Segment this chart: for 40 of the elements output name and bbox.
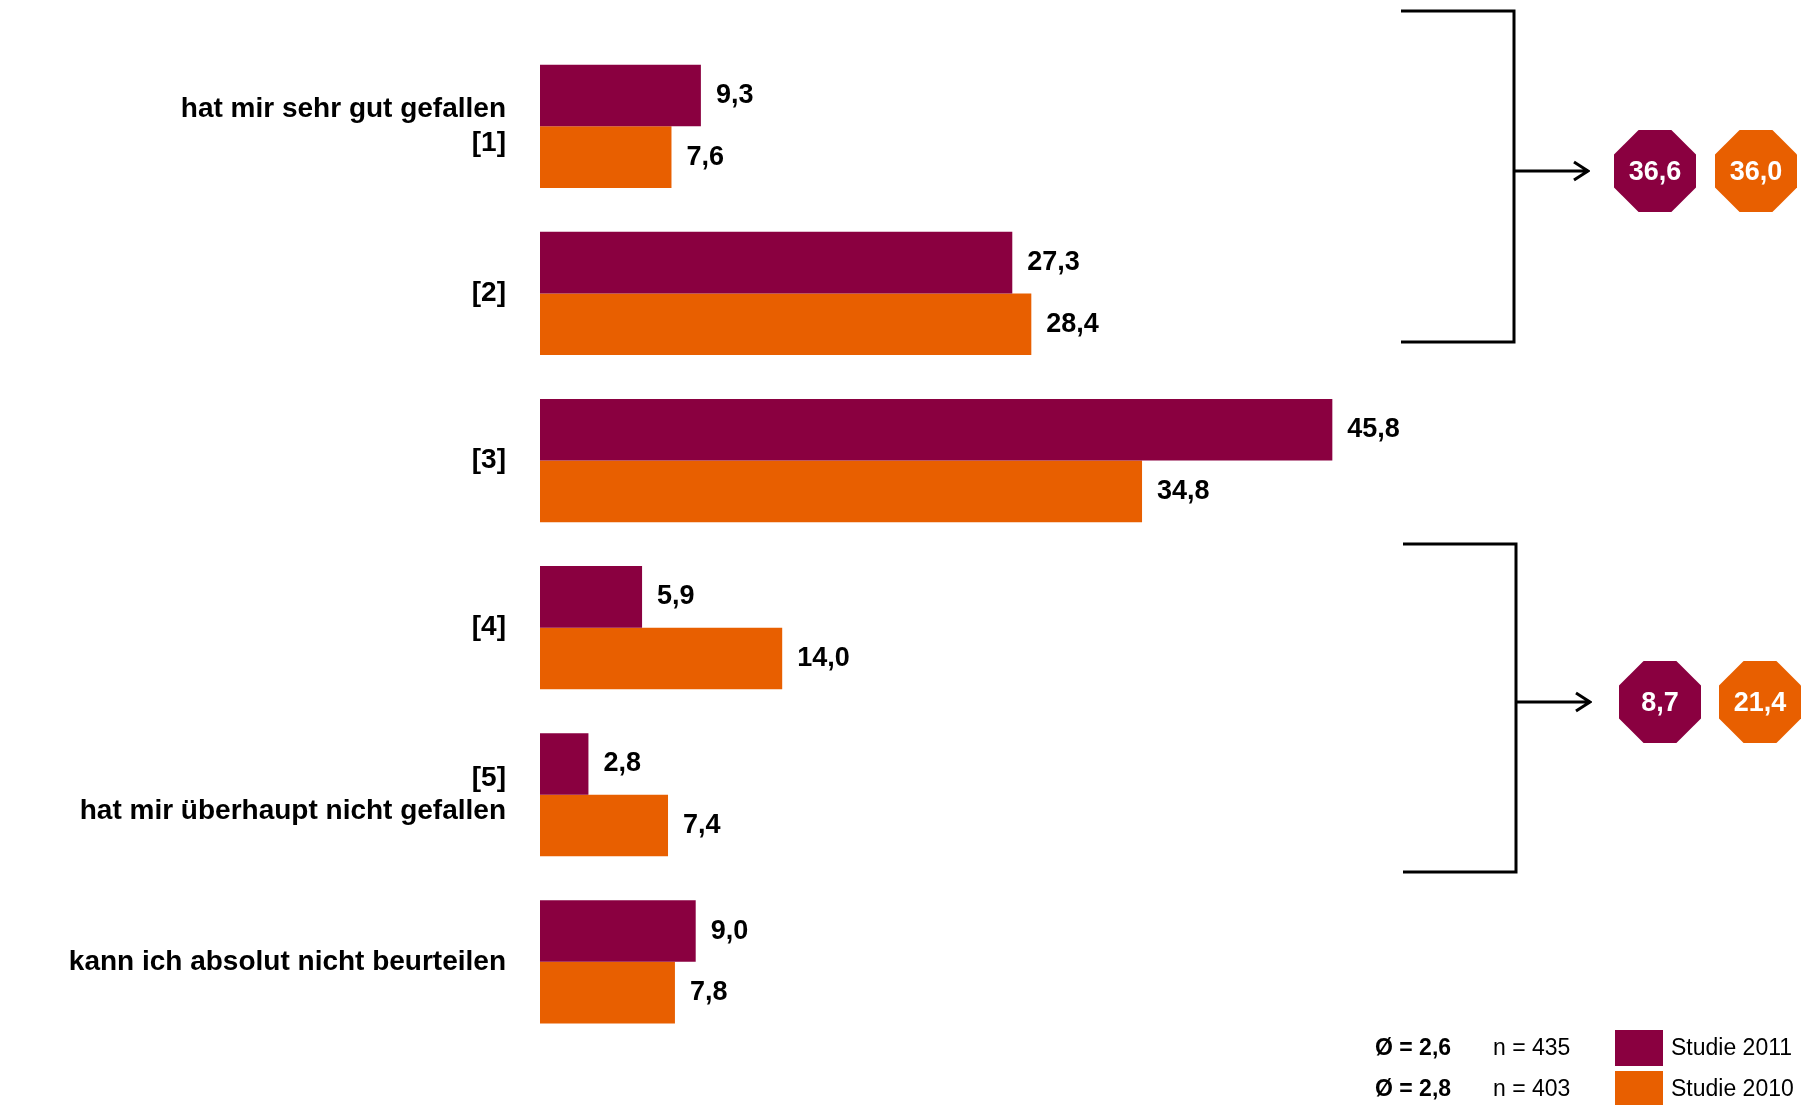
legend-label: Studie 2010 [1671, 1075, 1794, 1102]
legend-label: Studie 2011 [1671, 1034, 1793, 1061]
text: 8,7 [1619, 661, 1701, 743]
data-label: 9,0 [710, 914, 749, 945]
bar [540, 627, 783, 690]
bar [540, 293, 1032, 356]
data-label: 9,3 [715, 79, 754, 110]
data-label: 7,8 [689, 976, 728, 1007]
bar [540, 733, 589, 795]
data-label: 34,8 [1157, 474, 1210, 505]
data-label: 5,9 [657, 580, 695, 611]
text: 36,0 [1715, 130, 1797, 212]
bar [540, 566, 643, 628]
data-label: 45,8 [1347, 413, 1400, 444]
bar [540, 398, 1333, 461]
y-tick-label: hat mir sehr gut gefallen [1] [180, 92, 506, 157]
text: 36,6 [1614, 130, 1696, 212]
data-label: 14,0 [797, 641, 850, 672]
y-tick-label: kann ich absolut nicht beurteilen [68, 944, 506, 976]
bar [540, 794, 669, 857]
text: n = 403 [1493, 1075, 1571, 1102]
text: Ø = 2,8 [1375, 1075, 1452, 1102]
data-label: 7,6 [686, 140, 725, 171]
text: 21,4 [1719, 661, 1801, 743]
y-tick-label: [3] [471, 443, 506, 475]
bar [540, 460, 1143, 523]
data-label: 28,4 [1046, 307, 1099, 338]
y-tick-label: [2] [471, 276, 506, 308]
text: n = 435 [1493, 1034, 1571, 1061]
y-tick-label: [4] [471, 610, 506, 642]
bar [540, 900, 696, 962]
data-label: 7,4 [683, 808, 721, 839]
bar [540, 231, 1013, 294]
bar [540, 961, 675, 1024]
data-label: 2,8 [603, 747, 641, 778]
bar [540, 126, 672, 188]
bar [540, 64, 701, 127]
text: Ø = 2,6 [1375, 1034, 1452, 1061]
data-label: 27,3 [1027, 246, 1080, 277]
y-tick-label: [5] hat mir überhaupt nicht gefallen [79, 760, 506, 826]
